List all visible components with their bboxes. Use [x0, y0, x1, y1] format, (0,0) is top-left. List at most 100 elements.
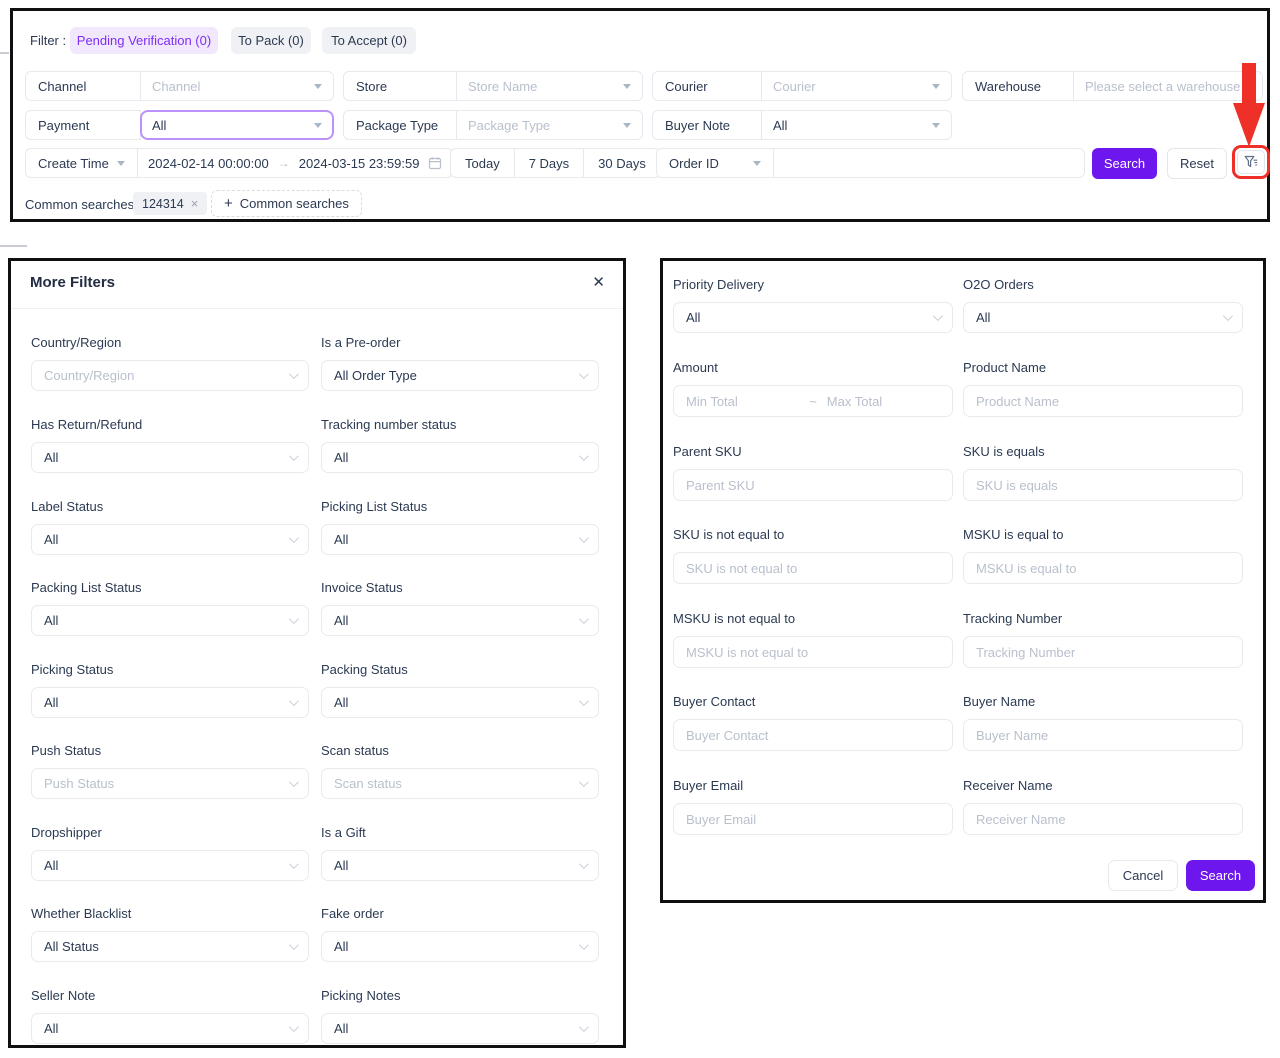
- tab-pending-verification[interactable]: Pending Verification (0): [70, 27, 218, 54]
- dialog-search-button[interactable]: Search: [1186, 860, 1255, 891]
- is-pre-order-select[interactable]: All Order Type: [321, 360, 599, 391]
- receiver-name-input[interactable]: [963, 803, 1243, 835]
- buyer-name-input[interactable]: [963, 719, 1243, 751]
- tracking-number-status-select[interactable]: All: [321, 442, 599, 473]
- date-start: 2024-02-14 00:00:00: [148, 155, 269, 171]
- field-picking-status: Picking Status All: [31, 662, 309, 718]
- sku-is-equals-input[interactable]: [963, 469, 1243, 501]
- packing-list-status-select[interactable]: All: [31, 605, 309, 636]
- picking-notes-select[interactable]: All: [321, 1013, 599, 1044]
- payment-select[interactable]: All: [140, 110, 334, 140]
- caret-down-icon: [314, 83, 322, 89]
- courier-select[interactable]: Courier: [761, 71, 952, 101]
- order-id-input[interactable]: [773, 148, 1085, 178]
- cancel-button[interactable]: Cancel: [1108, 860, 1178, 891]
- package-type-select[interactable]: Package Type: [456, 110, 643, 140]
- close-icon[interactable]: ✕: [592, 274, 605, 291]
- select-placeholder: Please select a warehouse: [1085, 78, 1241, 94]
- fake-order-select[interactable]: All: [321, 931, 599, 962]
- amount-min-input[interactable]: [676, 393, 810, 409]
- quick-range-30-days[interactable]: 30 Days: [583, 149, 660, 177]
- chevron-down-icon: [578, 369, 589, 380]
- push-status-select[interactable]: Push Status: [31, 768, 309, 799]
- msku-equal-input[interactable]: [963, 552, 1243, 584]
- create-time-type-select[interactable]: Create Time: [25, 148, 138, 178]
- field-product-name: Product Name: [963, 360, 1243, 417]
- dropshipper-select[interactable]: All: [31, 850, 309, 881]
- parent-sku-input[interactable]: [673, 469, 953, 501]
- quick-range-7-days[interactable]: 7 Days: [513, 149, 583, 177]
- field-sku-not-equal: SKU is not equal to: [673, 527, 953, 584]
- caret-down-icon: [753, 160, 761, 166]
- sku-not-equal-input[interactable]: [673, 552, 953, 584]
- country-region-select[interactable]: Country/Region: [31, 360, 309, 391]
- reset-button[interactable]: Reset: [1167, 148, 1227, 179]
- select-placeholder: Package Type: [468, 117, 551, 133]
- caret-down-icon: [117, 160, 125, 166]
- remove-tag-icon[interactable]: ×: [190, 196, 199, 211]
- invoice-status-select[interactable]: All: [321, 605, 599, 636]
- picking-list-status-select[interactable]: All: [321, 524, 599, 555]
- filter-group-channel: Channel Channel: [25, 71, 334, 101]
- whether-blacklist-select[interactable]: All Status: [31, 931, 309, 962]
- msku-not-equal-input[interactable]: [673, 636, 953, 668]
- courier-label: Courier: [652, 71, 762, 101]
- label-status-select[interactable]: All: [31, 524, 309, 555]
- field-invoice-status: Invoice Status All: [321, 580, 599, 636]
- field-receiver-name: Receiver Name: [963, 778, 1243, 835]
- is-a-gift-select[interactable]: All: [321, 850, 599, 881]
- buyer-contact-input[interactable]: [673, 719, 953, 751]
- store-select[interactable]: Store Name: [456, 71, 643, 101]
- quick-range-today[interactable]: Today: [465, 155, 500, 171]
- search-button[interactable]: Search: [1092, 148, 1157, 179]
- package-type-label: Package Type: [343, 110, 457, 140]
- filter-group-package-type: Package Type Package Type: [343, 110, 643, 140]
- o2o-orders-select[interactable]: All: [963, 302, 1243, 333]
- order-filter-toolbar: Filter : Pending Verification (0) To Pac…: [10, 8, 1270, 222]
- chevron-down-icon: [578, 859, 589, 870]
- caret-down-icon: [623, 83, 631, 89]
- field-tracking-number: Tracking Number: [963, 611, 1243, 668]
- seller-note-select[interactable]: All: [31, 1013, 309, 1044]
- tab-to-accept[interactable]: To Accept (0): [322, 27, 416, 54]
- select-placeholder: Store Name: [468, 78, 538, 94]
- filter-group-payment: Payment All: [25, 110, 334, 140]
- date-range-picker[interactable]: 2024-02-14 00:00:00 → 2024-03-15 23:59:5…: [137, 148, 454, 178]
- field-push-status: Push Status Push Status: [31, 743, 309, 799]
- order-id-type-select[interactable]: Order ID: [656, 148, 774, 178]
- priority-delivery-select[interactable]: All: [673, 302, 953, 333]
- tab-to-pack[interactable]: To Pack (0): [231, 27, 311, 54]
- picking-status-select[interactable]: All: [31, 687, 309, 718]
- scan-status-select[interactable]: Scan status: [321, 768, 599, 799]
- field-buyer-name: Buyer Name: [963, 694, 1243, 751]
- field-is-a-gift: Is a Gift All: [321, 825, 599, 881]
- has-return-refund-select[interactable]: All: [31, 442, 309, 473]
- field-msku-not-equal: MSKU is not equal to: [673, 611, 953, 668]
- amount-range: ~: [673, 385, 953, 417]
- warehouse-select[interactable]: Please select a warehouse: [1073, 71, 1263, 101]
- filter-group-store: Store Store Name: [343, 71, 643, 101]
- more-filters-button[interactable]: [1237, 150, 1265, 174]
- chevron-down-icon: [288, 533, 299, 544]
- amount-max-input[interactable]: [816, 393, 950, 409]
- edge-artifact: [0, 52, 9, 54]
- plus-icon: +: [224, 195, 233, 212]
- annotation-highlight-box: [1232, 145, 1270, 179]
- packing-status-select[interactable]: All: [321, 687, 599, 718]
- add-common-search-button[interactable]: + Common searches: [211, 190, 362, 217]
- date-end: 2024-03-15 23:59:59: [298, 155, 420, 171]
- saved-search-tag[interactable]: 124314 ×: [133, 192, 208, 215]
- field-tracking-number-status: Tracking number status All: [321, 417, 599, 473]
- filter-group-create-time: Create Time 2024-02-14 00:00:00 → 2024-0…: [25, 148, 454, 178]
- channel-select[interactable]: Channel: [140, 71, 334, 101]
- field-packing-status: Packing Status All: [321, 662, 599, 718]
- caret-down-icon: [623, 122, 631, 128]
- buyer-note-select[interactable]: All: [761, 110, 952, 140]
- tracking-number-input[interactable]: [963, 636, 1243, 668]
- chevron-down-icon: [288, 614, 299, 625]
- dialog-title: More Filters: [30, 274, 116, 291]
- buyer-email-input[interactable]: [673, 803, 953, 835]
- field-msku-equal: MSKU is equal to: [963, 527, 1243, 584]
- field-has-return-refund: Has Return/Refund All: [31, 417, 309, 473]
- product-name-input[interactable]: [963, 385, 1243, 417]
